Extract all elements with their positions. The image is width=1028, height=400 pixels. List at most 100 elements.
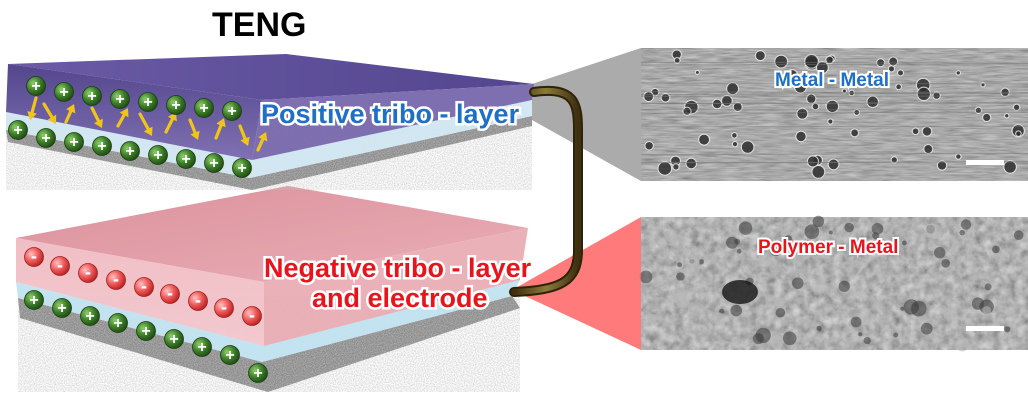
surface-grain <box>828 230 833 235</box>
sem-bottom-label: Polymer - Metal <box>758 237 898 258</box>
surface-pit <box>955 153 962 160</box>
positive-charge: + <box>136 321 156 341</box>
sem-image-bottom <box>639 215 1028 352</box>
surface-pit <box>923 143 934 155</box>
negative-charge: - <box>214 297 234 318</box>
surface-grain <box>839 248 844 253</box>
surface-pit <box>711 98 723 110</box>
surface-pit <box>694 69 700 75</box>
surface-grain <box>850 316 862 328</box>
surface-grain <box>652 277 662 288</box>
charge-sign: - <box>249 305 255 325</box>
surface-pit <box>754 50 766 62</box>
surface-grain <box>647 313 657 324</box>
surface-grain <box>675 244 682 250</box>
surface-pit <box>732 101 743 113</box>
charge-sign: + <box>13 122 22 139</box>
surface-pit <box>720 94 733 107</box>
surface-grain <box>926 223 942 240</box>
positive-charge: + <box>36 128 56 148</box>
surface-grain <box>920 322 933 335</box>
charge-sign: + <box>143 94 152 111</box>
positive-charge: + <box>194 98 214 118</box>
surface-pit <box>806 155 820 168</box>
charge-sign: + <box>115 91 124 108</box>
surface-pit <box>660 92 671 103</box>
surface-grain <box>858 332 863 337</box>
surface-grain <box>791 277 804 289</box>
surface-pit <box>774 54 789 69</box>
top-interface-layer <box>6 100 532 178</box>
positive-charge: + <box>82 86 102 106</box>
charge-sign: + <box>153 147 162 164</box>
surface-grain <box>811 277 827 293</box>
surface-void <box>722 280 758 304</box>
surface-grain <box>893 332 899 338</box>
negative-layer-label-line1: Negative tribo - layer <box>264 253 532 283</box>
surface-grain <box>901 292 907 298</box>
scale-bar-top <box>966 160 1004 165</box>
positive-charge: + <box>138 92 158 112</box>
surface-grain <box>698 259 704 265</box>
surface-grain <box>872 232 880 240</box>
surface-grain <box>757 253 772 267</box>
surface-grain <box>759 233 775 249</box>
surface-grain <box>736 248 742 254</box>
negative-tribo-layer-block: --------- + + + + + + + ++ <box>16 186 528 392</box>
positive-layer-side-face <box>252 84 534 160</box>
positive-charges-top: + + + + + + + + + + + + + + + + + <box>8 76 252 178</box>
surface-pit <box>657 161 673 176</box>
charge-sign: + <box>197 339 206 356</box>
surface-pit <box>644 140 654 151</box>
charge-sign: - <box>141 276 147 296</box>
surface-pit <box>848 89 856 97</box>
positive-charge: + <box>120 141 140 161</box>
surface-grain <box>992 245 1000 254</box>
negative-charge: - <box>24 246 44 267</box>
positive-charge: + <box>54 82 74 102</box>
charge-sign: + <box>113 315 122 332</box>
charge-sign: - <box>31 246 37 266</box>
negative-charge: - <box>160 283 180 304</box>
surface-grain <box>787 316 794 323</box>
surface-grain <box>971 297 985 310</box>
positive-charge: + <box>232 158 252 178</box>
scale-bar-bottom <box>966 326 1004 331</box>
surface-grain <box>755 327 771 344</box>
charge-sign: + <box>87 88 96 105</box>
surface-pit <box>811 164 826 179</box>
surface-grain <box>910 300 927 317</box>
transfer-arrow <box>64 104 76 124</box>
surface-pit <box>1000 87 1010 98</box>
surface-grain <box>934 246 946 259</box>
surface-grain <box>687 301 704 317</box>
positive-charge: + <box>164 329 184 349</box>
transfer-arrow <box>90 106 103 128</box>
charge-sign: + <box>41 130 50 147</box>
surface-pit <box>916 86 932 102</box>
surface-pit <box>1003 160 1017 174</box>
charge-sign: + <box>85 308 94 325</box>
surface-grain <box>773 297 785 309</box>
surface-grain <box>960 219 972 230</box>
positive-charge: + <box>80 306 100 326</box>
surface-pit <box>786 68 799 81</box>
surface-grain <box>674 254 684 264</box>
surface-grain <box>649 239 657 248</box>
negative-charge: - <box>134 276 154 297</box>
charge-sign: + <box>253 365 262 382</box>
surface-pit <box>911 127 920 136</box>
surface-pit <box>1015 130 1022 138</box>
diagram-title: TENG <box>212 6 306 44</box>
surface-grain <box>689 256 700 267</box>
surface-pit <box>890 156 898 164</box>
positive-charge: + <box>204 153 224 173</box>
positive-layer-label: Positive tribo - layer <box>261 99 520 129</box>
charge-sign: + <box>227 103 236 120</box>
charge-sign: + <box>31 78 40 95</box>
surface-pit <box>980 82 986 88</box>
surface-grain <box>876 248 884 256</box>
surface-pit <box>921 126 933 137</box>
surface-grain <box>927 242 936 251</box>
charge-sign: + <box>57 300 66 317</box>
